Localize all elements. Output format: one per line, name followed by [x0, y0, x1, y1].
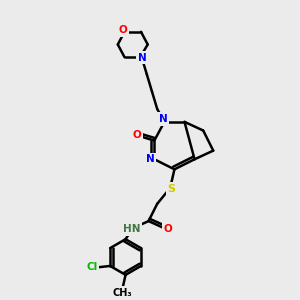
- Text: O: O: [164, 224, 172, 234]
- Text: O: O: [119, 25, 128, 35]
- Text: HN: HN: [123, 224, 140, 234]
- Text: Cl: Cl: [86, 262, 98, 272]
- Text: N: N: [146, 154, 154, 164]
- Text: N: N: [138, 53, 147, 63]
- Text: N: N: [159, 114, 167, 124]
- Text: O: O: [132, 130, 141, 140]
- Text: CH₃: CH₃: [113, 288, 133, 298]
- Text: S: S: [168, 184, 176, 194]
